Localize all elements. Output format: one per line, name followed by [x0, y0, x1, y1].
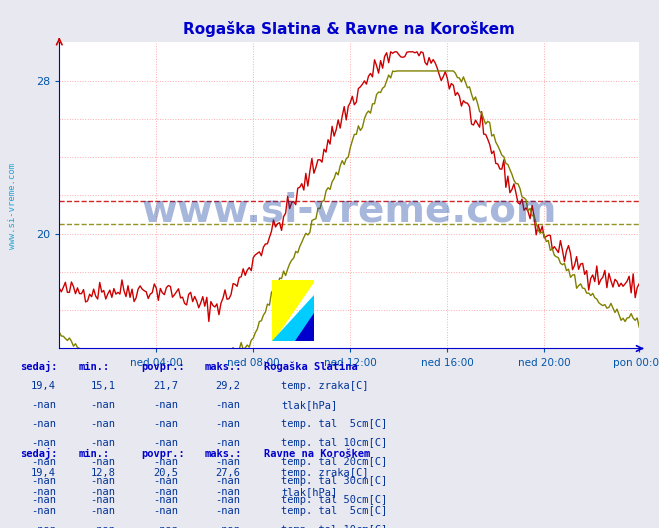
Text: -nan: -nan: [90, 525, 115, 528]
Text: -nan: -nan: [90, 457, 115, 467]
Text: -nan: -nan: [215, 506, 241, 516]
Text: -nan: -nan: [153, 487, 178, 497]
Text: 19,4: 19,4: [31, 468, 56, 478]
Text: temp. tal 50cm[C]: temp. tal 50cm[C]: [281, 495, 387, 505]
Text: temp. tal  5cm[C]: temp. tal 5cm[C]: [281, 506, 387, 516]
Polygon shape: [272, 280, 314, 341]
Text: Rogaška Slatina: Rogaška Slatina: [264, 361, 357, 372]
Text: sedaj:: sedaj:: [20, 448, 57, 459]
Text: -nan: -nan: [153, 400, 178, 410]
Text: 20,5: 20,5: [153, 468, 178, 478]
Text: -nan: -nan: [153, 419, 178, 429]
Text: -nan: -nan: [90, 495, 115, 505]
Text: -nan: -nan: [153, 457, 178, 467]
Text: min.:: min.:: [79, 449, 110, 459]
Text: -nan: -nan: [215, 495, 241, 505]
Text: -nan: -nan: [31, 525, 56, 528]
Text: temp. zraka[C]: temp. zraka[C]: [281, 381, 369, 391]
Text: tlak[hPa]: tlak[hPa]: [281, 487, 337, 497]
Text: maks.:: maks.:: [204, 362, 242, 372]
Text: -nan: -nan: [31, 495, 56, 505]
Text: -nan: -nan: [153, 506, 178, 516]
Text: temp. tal  5cm[C]: temp. tal 5cm[C]: [281, 419, 387, 429]
Text: maks.:: maks.:: [204, 449, 242, 459]
Text: 27,6: 27,6: [215, 468, 241, 478]
Text: -nan: -nan: [90, 506, 115, 516]
Text: temp. tal 30cm[C]: temp. tal 30cm[C]: [281, 476, 387, 486]
Text: -nan: -nan: [31, 476, 56, 486]
Text: -nan: -nan: [215, 476, 241, 486]
Text: -nan: -nan: [31, 487, 56, 497]
Text: 21,7: 21,7: [153, 381, 178, 391]
Text: tlak[hPa]: tlak[hPa]: [281, 400, 337, 410]
Text: min.:: min.:: [79, 362, 110, 372]
Text: -nan: -nan: [31, 438, 56, 448]
Text: 12,8: 12,8: [90, 468, 115, 478]
Text: temp. tal 10cm[C]: temp. tal 10cm[C]: [281, 525, 387, 528]
Text: www.si-vreme.com: www.si-vreme.com: [8, 163, 17, 249]
Title: Rogaška Slatina & Ravne na Koroškem: Rogaška Slatina & Ravne na Koroškem: [183, 21, 515, 37]
Text: -nan: -nan: [90, 419, 115, 429]
Text: -nan: -nan: [90, 438, 115, 448]
Text: 15,1: 15,1: [90, 381, 115, 391]
Text: -nan: -nan: [90, 400, 115, 410]
Text: www.si-vreme.com: www.si-vreme.com: [142, 192, 557, 230]
Text: temp. tal 10cm[C]: temp. tal 10cm[C]: [281, 438, 387, 448]
Text: -nan: -nan: [153, 476, 178, 486]
Text: -nan: -nan: [215, 419, 241, 429]
Text: temp. tal 20cm[C]: temp. tal 20cm[C]: [281, 457, 387, 467]
Text: sedaj:: sedaj:: [20, 361, 57, 372]
Text: Ravne na Koroškem: Ravne na Koroškem: [264, 449, 370, 459]
Text: -nan: -nan: [215, 487, 241, 497]
Text: temp. zraka[C]: temp. zraka[C]: [281, 468, 369, 478]
Text: -nan: -nan: [31, 506, 56, 516]
Text: -nan: -nan: [215, 400, 241, 410]
Text: -nan: -nan: [153, 438, 178, 448]
Text: -nan: -nan: [31, 419, 56, 429]
Text: -nan: -nan: [90, 487, 115, 497]
Polygon shape: [272, 295, 314, 341]
Text: -nan: -nan: [31, 457, 56, 467]
Polygon shape: [295, 313, 314, 341]
Text: 29,2: 29,2: [215, 381, 241, 391]
Text: -nan: -nan: [90, 476, 115, 486]
Text: povpr.:: povpr.:: [142, 449, 185, 459]
Text: -nan: -nan: [31, 400, 56, 410]
Text: 19,4: 19,4: [31, 381, 56, 391]
Text: -nan: -nan: [215, 457, 241, 467]
Text: -nan: -nan: [153, 525, 178, 528]
Text: -nan: -nan: [215, 525, 241, 528]
Text: povpr.:: povpr.:: [142, 362, 185, 372]
Text: -nan: -nan: [215, 438, 241, 448]
Text: -nan: -nan: [153, 495, 178, 505]
